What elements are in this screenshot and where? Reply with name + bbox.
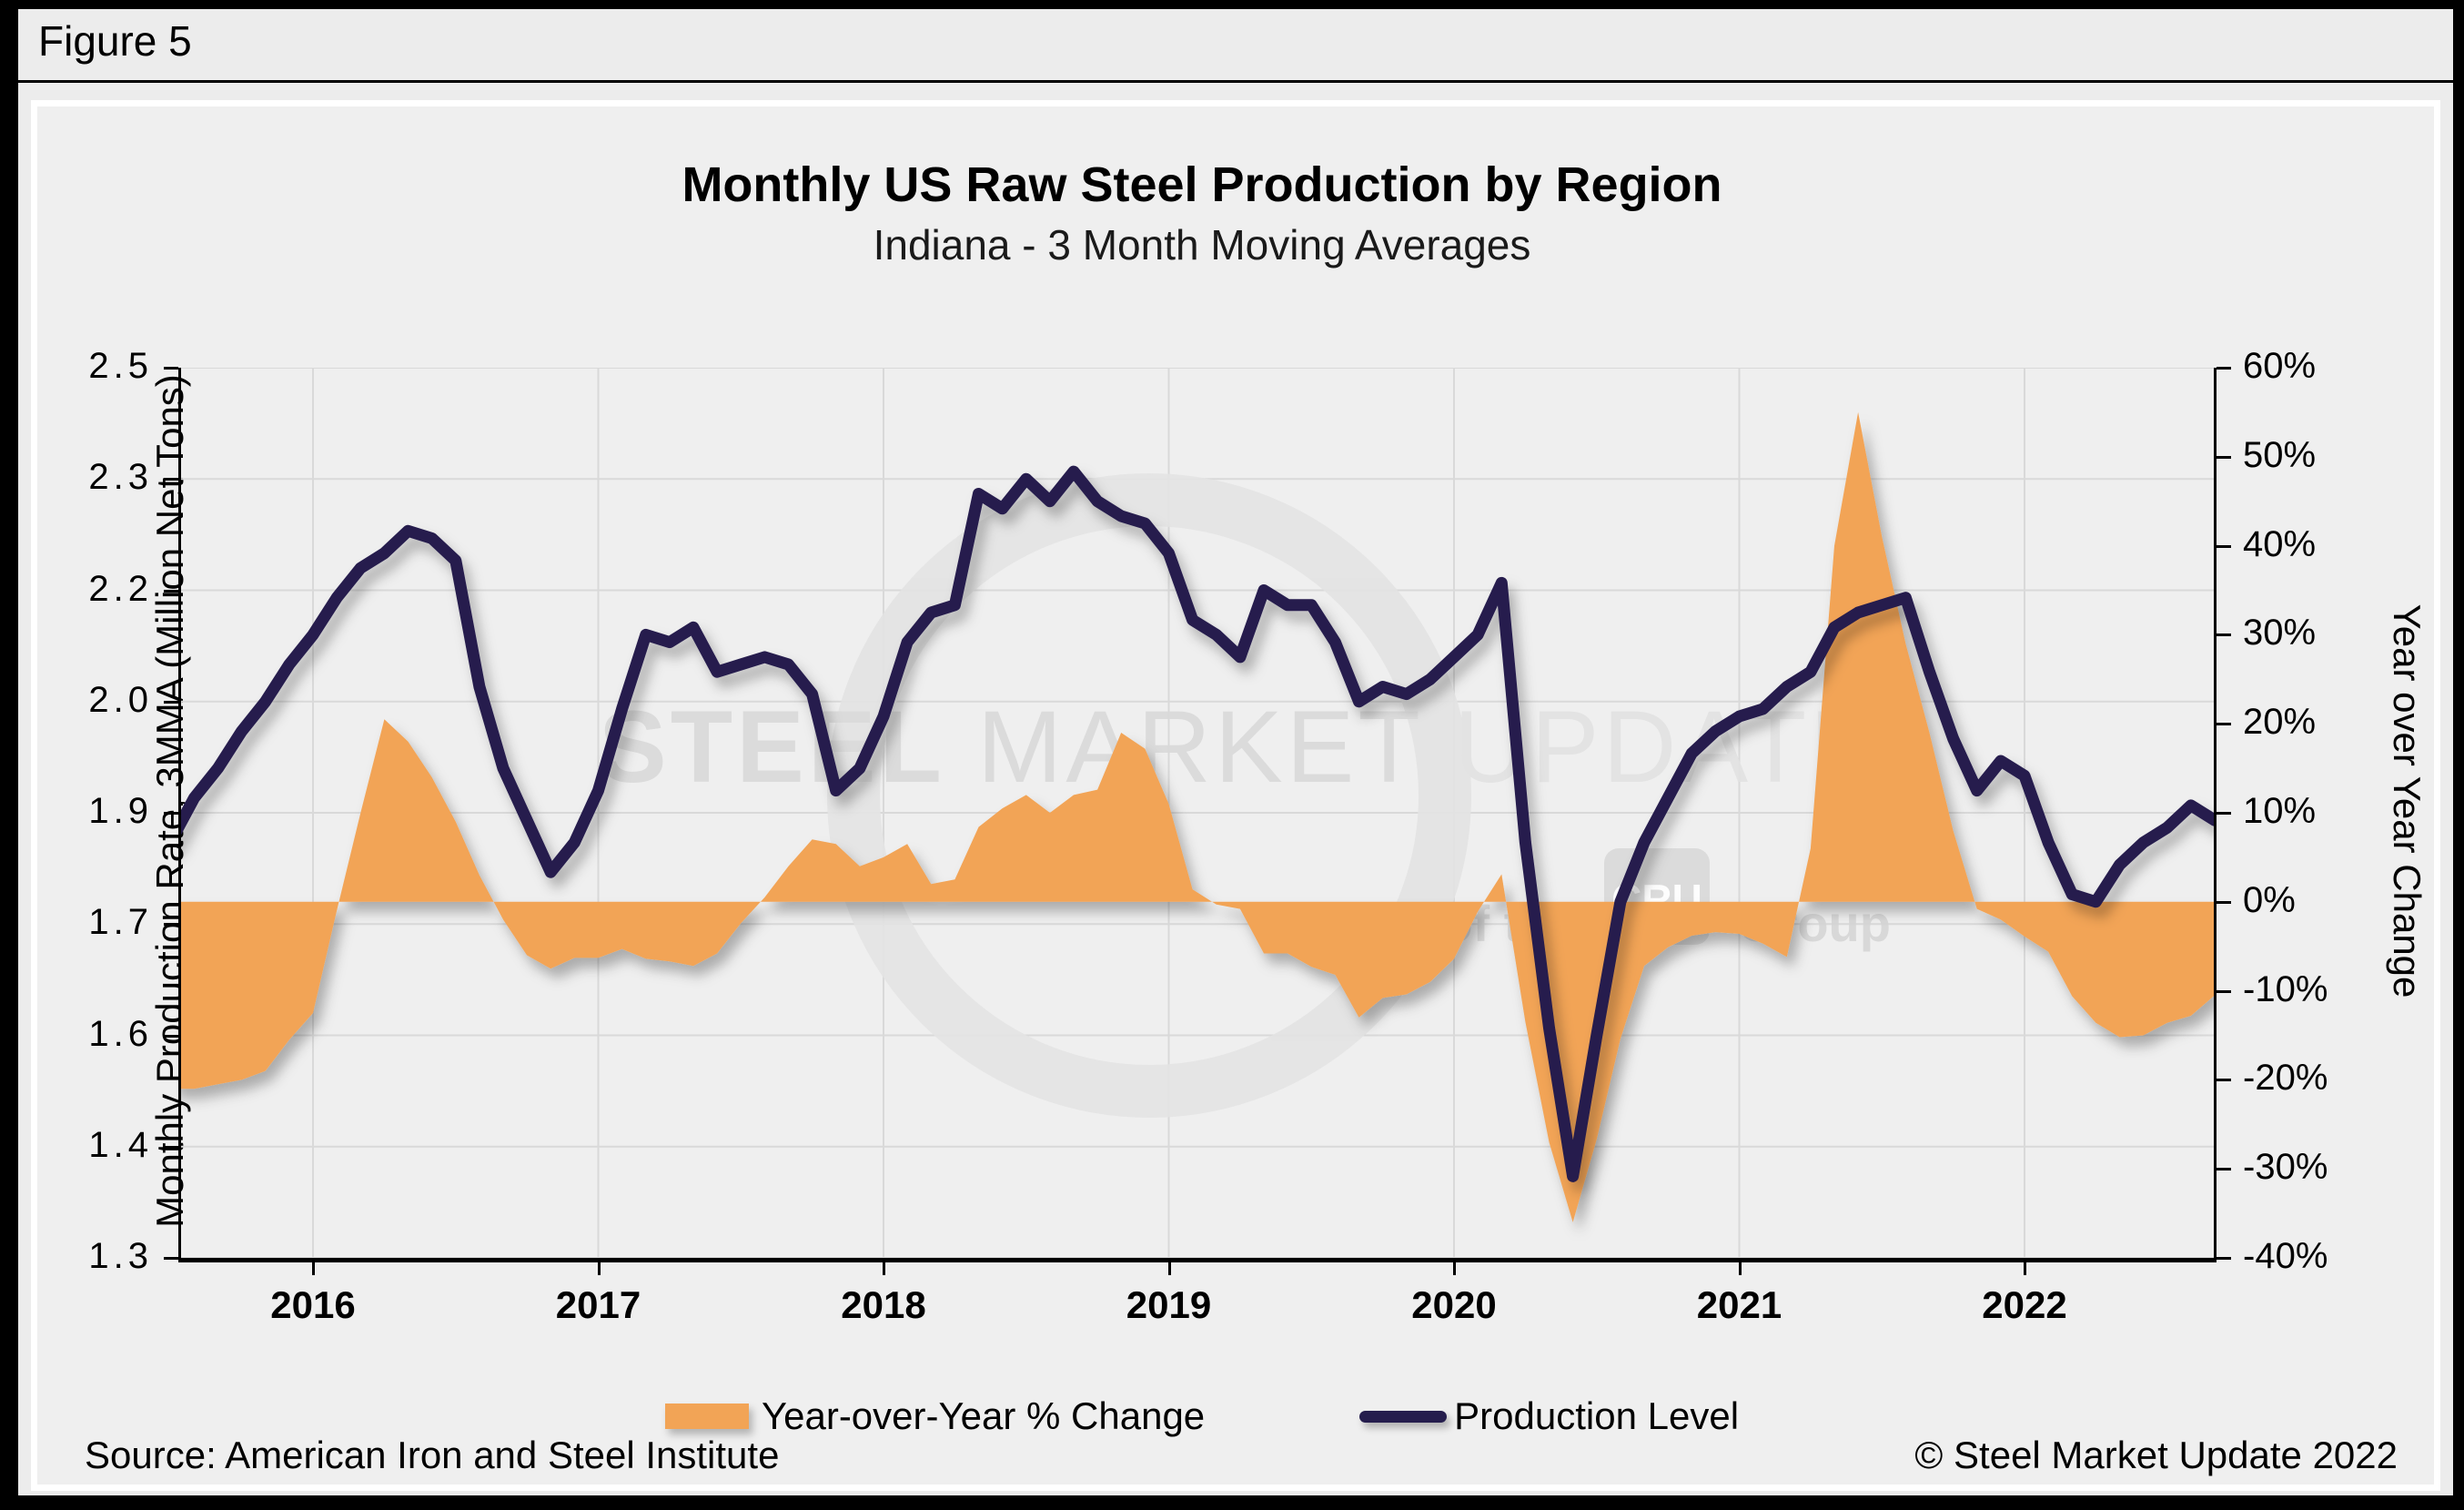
x-axis-tick bbox=[883, 1262, 885, 1275]
x-axis-tick-label: 2020 bbox=[1411, 1283, 1497, 1326]
x-axis-line bbox=[178, 1258, 2217, 1262]
y-left-tick-label: 2.2 bbox=[88, 568, 153, 609]
x-axis-tick bbox=[1738, 1262, 1742, 1275]
y-right-tick-label: 20% bbox=[2243, 702, 2317, 743]
plot-area: STEEL MARKET UPDATE part of the CRU Grou… bbox=[180, 368, 2214, 1258]
y-left-tick bbox=[164, 812, 178, 815]
y-right-tick bbox=[2217, 1257, 2231, 1260]
header-rule bbox=[18, 80, 2453, 83]
y-right-tick bbox=[2217, 367, 2231, 370]
y-left-tick bbox=[164, 923, 178, 927]
y-left-tick-label: 2.0 bbox=[88, 679, 153, 720]
chart-title: Monthly US Raw Steel Production by Regio… bbox=[682, 157, 1722, 212]
y-right-tick-label: 50% bbox=[2243, 434, 2317, 475]
y-right-axis-title: Year over Year Change bbox=[2386, 603, 2429, 998]
y-left-tick-label: 1.7 bbox=[88, 902, 153, 943]
figure-label: Figure 5 bbox=[38, 17, 192, 65]
y-right-tick-label: 40% bbox=[2243, 523, 2317, 564]
y-left-tick-label: 1.4 bbox=[88, 1124, 153, 1165]
x-axis-tick bbox=[597, 1262, 601, 1275]
y-left-tick bbox=[164, 589, 178, 593]
y-right-tick-label: 0% bbox=[2243, 879, 2296, 920]
production-line-series bbox=[180, 465, 2214, 1182]
chart-box: Monthly US Raw Steel Production by Regio… bbox=[31, 100, 2440, 1491]
watermark: STEEL MARKET UPDATE part of the CRU Grou… bbox=[599, 473, 1891, 1118]
x-axis-tick bbox=[2024, 1262, 2026, 1275]
legend-item-line: Production Level bbox=[1359, 1394, 1739, 1438]
legend: Year-over-Year % Change Production Level bbox=[37, 1394, 2367, 1438]
legend-area-label: Year-over-Year % Change bbox=[761, 1394, 1206, 1437]
y-left-tick-label: 1.3 bbox=[88, 1236, 153, 1276]
y-right-tick-label: -40% bbox=[2243, 1236, 2328, 1276]
y-right-tick bbox=[2217, 544, 2231, 548]
y-left-tick-label: 1.9 bbox=[88, 791, 153, 831]
y-right-tick-label: -20% bbox=[2243, 1058, 2328, 1099]
y-right-tick-label: 10% bbox=[2243, 791, 2317, 831]
y-right-tick bbox=[2217, 900, 2231, 904]
x-axis-tick-label: 2018 bbox=[841, 1283, 926, 1326]
x-axis-tick-label: 2022 bbox=[1982, 1283, 2067, 1326]
area-swatch-icon bbox=[664, 1404, 749, 1429]
y-left-axis-line bbox=[178, 368, 181, 1261]
svg-text:STEEL MARKET UPDATE: STEEL MARKET UPDATE bbox=[599, 690, 1882, 804]
legend-item-area: Year-over-Year % Change bbox=[664, 1394, 1206, 1438]
chart-subtitle: Indiana - 3 Month Moving Averages bbox=[873, 221, 1531, 269]
line-swatch-icon bbox=[1359, 1410, 1448, 1423]
y-right-tick-label: 60% bbox=[2243, 346, 2317, 386]
y-left-tick bbox=[164, 367, 178, 370]
x-axis-tick bbox=[1453, 1262, 1456, 1275]
y-right-tick bbox=[2217, 1079, 2231, 1082]
x-axis-tick bbox=[1167, 1262, 1171, 1275]
y-left-tick-label: 1.6 bbox=[88, 1013, 153, 1054]
y-left-tick bbox=[164, 700, 178, 704]
x-axis-tick-label: 2021 bbox=[1696, 1283, 1782, 1326]
y-left-tick-label: 2.3 bbox=[88, 457, 153, 498]
y-right-tick bbox=[2217, 723, 2231, 726]
source-note: Source: American Iron and Steel Institut… bbox=[85, 1434, 780, 1476]
y-right-tick bbox=[2217, 633, 2231, 637]
copyright-note: © Steel Market Update 2022 bbox=[1914, 1434, 2398, 1476]
y-left-tick bbox=[164, 478, 178, 481]
x-axis-tick-label: 2016 bbox=[270, 1283, 356, 1326]
y-left-tick bbox=[164, 1257, 178, 1260]
x-axis-tick bbox=[312, 1262, 315, 1275]
y-left-tick bbox=[164, 1145, 178, 1149]
legend-line-label: Production Level bbox=[1454, 1394, 1740, 1437]
x-axis-tick-label: 2017 bbox=[555, 1283, 641, 1326]
y-right-tick-label: -10% bbox=[2243, 968, 2328, 1009]
y-right-tick-label: 30% bbox=[2243, 613, 2317, 654]
y-right-tick bbox=[2217, 455, 2231, 459]
y-right-tick bbox=[2217, 812, 2231, 815]
y-left-tick bbox=[164, 1034, 178, 1038]
chart-svg: STEEL MARKET UPDATE part of the CRU Grou… bbox=[180, 368, 2214, 1258]
y-left-tick-label: 2.5 bbox=[88, 346, 153, 386]
y-right-tick bbox=[2217, 989, 2231, 993]
x-axis-tick-label: 2019 bbox=[1126, 1283, 1212, 1326]
y-right-tick-label: -30% bbox=[2243, 1147, 2328, 1188]
y-right-tick bbox=[2217, 1168, 2231, 1171]
y-right-axis-line bbox=[2214, 368, 2217, 1261]
